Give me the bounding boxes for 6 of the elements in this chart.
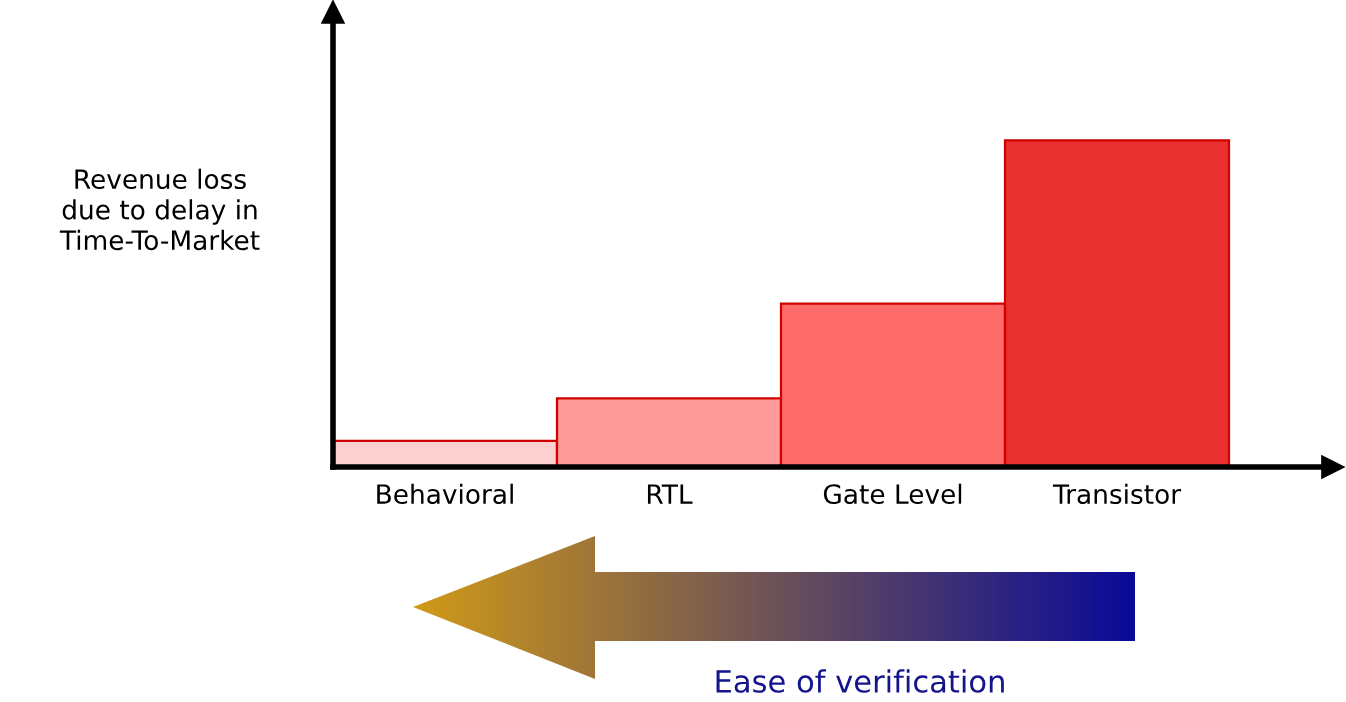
x-tick-label: Gate Level xyxy=(823,483,962,505)
x-tick-label: RTL xyxy=(647,484,693,504)
text: Ease of verification xyxy=(716,669,1004,693)
x-tick-label: Transistor xyxy=(1052,483,1182,505)
y-axis-title: Revenue loss due to delay in Time-To-Market xyxy=(59,168,260,251)
x-tick-label: Behavioral xyxy=(377,483,513,505)
